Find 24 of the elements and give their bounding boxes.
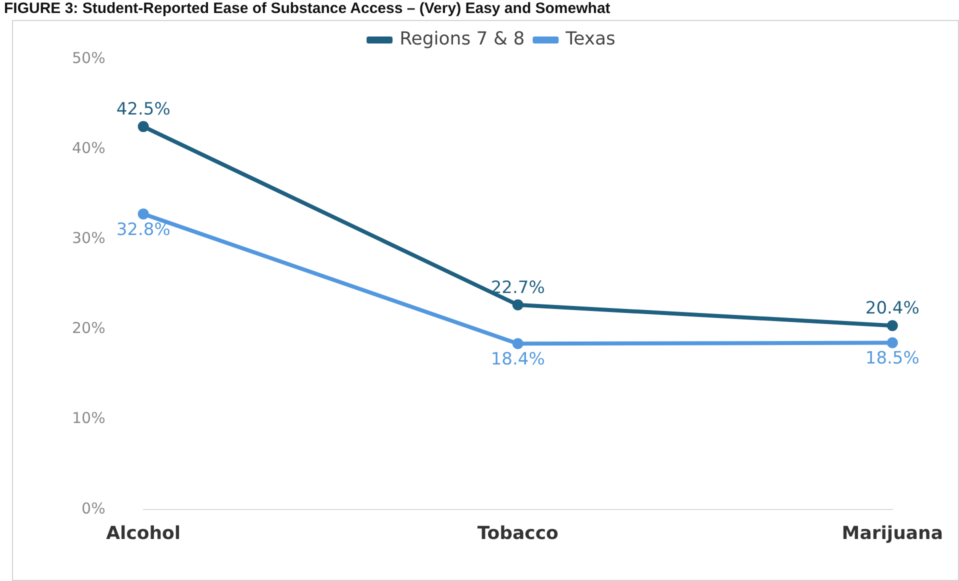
data-label: 20.4% bbox=[865, 298, 920, 319]
data-label: 22.7% bbox=[490, 278, 545, 298]
legend-label: Regions 7 & 8 bbox=[400, 28, 525, 50]
x-tick-label: Marijuana bbox=[842, 522, 944, 544]
x-tick-label: Alcohol bbox=[106, 522, 181, 544]
point bbox=[886, 320, 898, 332]
y-tick-label: 30% bbox=[72, 229, 106, 248]
data-label: 32.8% bbox=[116, 220, 170, 240]
data-label: 18.5% bbox=[865, 348, 920, 369]
x-tick-label: Tobacco bbox=[477, 522, 558, 544]
point bbox=[512, 299, 524, 310]
y-tick-label: 40% bbox=[72, 138, 106, 157]
point bbox=[886, 337, 898, 348]
y-tick-label: 20% bbox=[72, 319, 106, 338]
data-label: 18.4% bbox=[490, 350, 545, 370]
point bbox=[138, 208, 149, 220]
point bbox=[138, 121, 149, 132]
data-label: 42.5% bbox=[116, 99, 170, 120]
point bbox=[512, 338, 524, 350]
chart-title: FIGURE 3: Student-Reported Ease of Substance Access – (Very) Easy and Somewhat bbox=[4, 0, 612, 18]
y-tick-label: 50% bbox=[72, 48, 106, 67]
y-tick-label: 0% bbox=[82, 499, 106, 518]
legend-label: Texas bbox=[564, 28, 616, 50]
y-tick-label: 10% bbox=[72, 409, 106, 428]
